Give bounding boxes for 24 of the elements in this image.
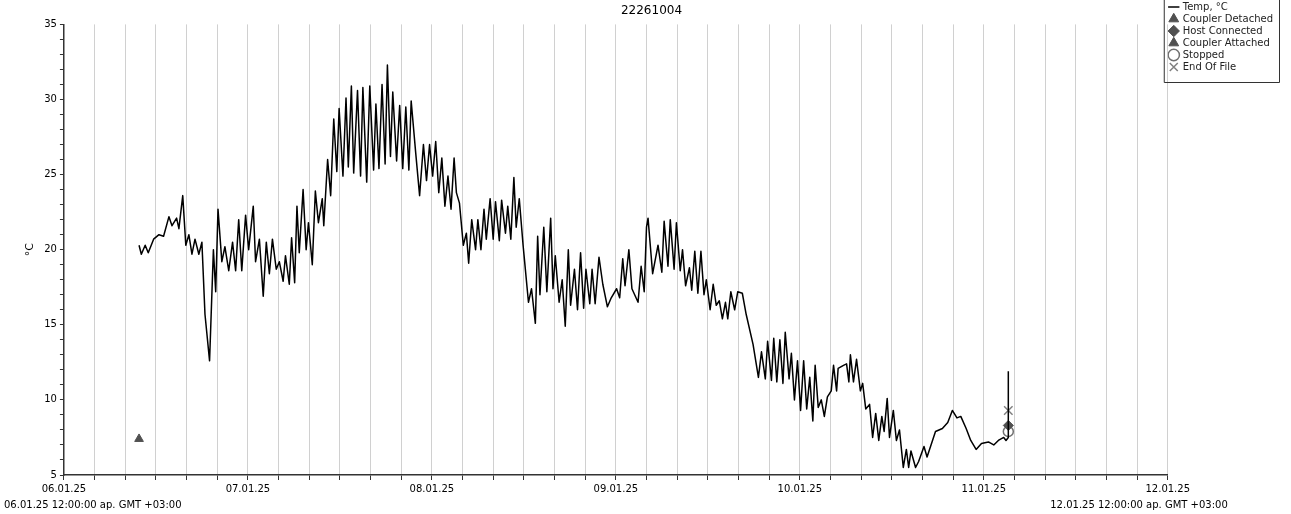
x-tick-label: 09.01.25 (593, 482, 639, 494)
y-tick-label: 25 (44, 168, 57, 180)
y-tick-label: 30 (44, 93, 57, 105)
y-tick-label: 15 (44, 318, 57, 330)
legend-label: Coupler Detached (1182, 12, 1274, 24)
y-tick-label: 35 (44, 17, 57, 29)
legend-label: Stopped (1182, 48, 1225, 60)
x-tick-label: 08.01.25 (409, 482, 455, 494)
y-tick-label: 5 (50, 468, 57, 480)
legend-label: Temp, °C (1181, 0, 1228, 12)
text: 12.01.25 12:00:00 ap. GMT +03:00 (1050, 498, 1228, 510)
legend-label: Host Connected (1182, 24, 1263, 36)
x-tick-label: 10.01.25 (777, 482, 823, 494)
x-tick-label: 12.01.25 (1145, 482, 1191, 494)
x-tick-label: 07.01.25 (225, 482, 271, 494)
y-tick-label: 10 (44, 393, 57, 405)
text: 06.01.25 12:00:00 ap. GMT +03:00 (4, 498, 182, 510)
x-tick-label: 11.01.25 (961, 482, 1007, 494)
legend-label: Coupler Attached (1182, 36, 1270, 48)
legend-label: End Of File (1182, 60, 1237, 72)
x-tick-label: 06.01.25 (41, 482, 87, 494)
y-tick-label: 20 (44, 243, 57, 255)
chart-title: 22261004 (620, 3, 683, 18)
y-axis-title: °C (23, 242, 37, 257)
